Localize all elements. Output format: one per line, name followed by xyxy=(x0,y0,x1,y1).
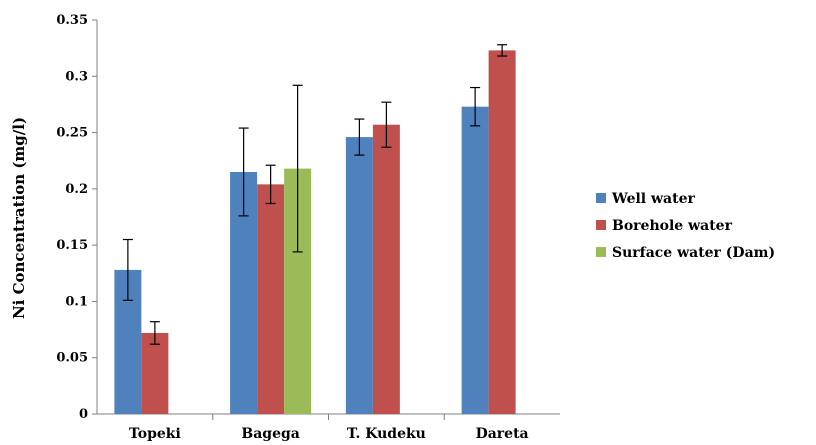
bar xyxy=(488,50,516,414)
y-axis-label: Ni Concentration (mg/l) xyxy=(10,117,28,319)
y-tick-label: 0.3 xyxy=(65,69,88,84)
y-tick-label: 0.1 xyxy=(65,294,88,309)
y-tick-label: 0.05 xyxy=(56,351,88,366)
y-tick-label: 0.15 xyxy=(56,238,88,253)
bar xyxy=(372,124,400,414)
x-tick-label: T. Kudeku xyxy=(347,426,426,442)
bar xyxy=(257,184,285,414)
legend-label: Surface water (Dam) xyxy=(612,245,775,261)
legend-swatch xyxy=(596,247,606,257)
error-bars xyxy=(122,44,508,345)
bar xyxy=(461,106,489,415)
legend-swatch xyxy=(596,220,606,230)
x-tick-label: Bagega xyxy=(241,426,299,442)
y-tick-label: 0 xyxy=(79,407,88,422)
legend: Well water Borehole water Surface water (D… xyxy=(596,191,775,261)
x-tick-label: Topeki xyxy=(129,426,181,442)
legend-swatch xyxy=(596,193,606,203)
x-tick-label: Dareta xyxy=(476,426,529,442)
bar xyxy=(345,137,373,414)
legend-label: Well water xyxy=(611,191,695,207)
y-tick-label: 0.2 xyxy=(65,182,88,197)
bars xyxy=(114,50,516,415)
bar xyxy=(141,332,169,414)
x-axis-labels: Topeki Bagega T. Kudeku Dareta xyxy=(129,426,529,442)
legend-label: Borehole water xyxy=(612,218,733,234)
y-tick-label: 0.25 xyxy=(56,126,88,141)
y-tick-label: 0.35 xyxy=(56,13,88,28)
y-axis-ticks: 0 0.05 0.1 0.15 0.2 0.25 0.3 0.35 xyxy=(56,13,97,422)
